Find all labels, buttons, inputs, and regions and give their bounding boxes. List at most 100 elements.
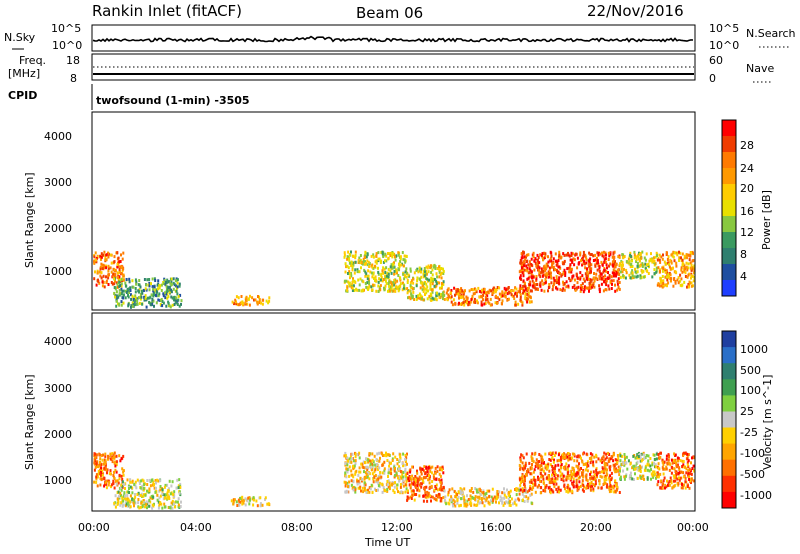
velocity-cell: [515, 487, 518, 491]
power-cell: [542, 269, 544, 273]
power-cell: [693, 275, 696, 279]
power-cell: [393, 287, 396, 291]
velocity-cell: [530, 455, 533, 459]
power-cell: [157, 287, 159, 291]
power-colorbar-segment: [722, 216, 736, 233]
velocity-cell: [255, 499, 258, 503]
velocity-cell: [692, 464, 695, 468]
velocity-cell: [130, 499, 133, 503]
velocity-cell: [131, 497, 134, 501]
power-cell: [548, 283, 551, 286]
power-cell: [170, 290, 173, 294]
velocity-cell: [519, 483, 522, 487]
power-cell: [113, 282, 116, 286]
power-cell: [609, 252, 612, 256]
power-cell: [629, 265, 632, 269]
velocity-cell: [623, 477, 626, 481]
velocity-cell: [519, 459, 522, 463]
power-cell: [374, 275, 377, 279]
power-cell: [434, 284, 437, 288]
velocity-cell: [491, 500, 494, 504]
power-cell: [160, 298, 162, 302]
power-cell: [525, 255, 527, 259]
power-cell: [130, 305, 132, 309]
velocity-cell: [536, 463, 539, 467]
power-cell: [392, 281, 395, 285]
velocity-cell: [105, 486, 108, 490]
power-cell: [372, 271, 375, 275]
power-cell: [125, 278, 128, 281]
power-cell: [399, 257, 402, 261]
velocity-cell: [252, 496, 255, 500]
velocity-cell: [244, 497, 247, 501]
velocity-cell: [546, 466, 549, 470]
power-cell: [170, 277, 173, 281]
velocity-cell: [582, 483, 585, 487]
power-cell: [353, 289, 356, 292]
power-cell: [666, 258, 669, 261]
power-cell: [563, 268, 566, 272]
velocity-cell: [356, 453, 359, 457]
velocity-cell: [122, 473, 125, 477]
velocity-cell: [456, 501, 459, 505]
velocity-cell: [375, 489, 378, 492]
power-cell: [558, 276, 561, 280]
power-cell: [380, 272, 383, 276]
power-cell: [622, 253, 625, 257]
power-cell: [605, 283, 608, 287]
velocity-cell: [548, 452, 551, 456]
power-cell: [521, 287, 523, 290]
power-cell: [664, 270, 667, 274]
velocity-cell: [553, 454, 556, 457]
velocity-cell: [470, 487, 473, 490]
power-cell: [354, 256, 357, 260]
power-cb-tick-28: 28: [740, 139, 754, 152]
power-cell: [122, 293, 125, 297]
power-cell: [131, 304, 134, 308]
velocity-cell: [595, 453, 598, 457]
velocity-cell: [517, 497, 520, 501]
power-cell: [165, 284, 168, 288]
velocity-cell: [609, 474, 612, 478]
power-cell: [612, 268, 615, 272]
power-cell: [352, 284, 355, 288]
power-cell: [364, 274, 367, 278]
velocity-cell: [573, 459, 576, 463]
power-cell: [363, 262, 366, 266]
velocity-cell: [148, 478, 151, 482]
velocity-cell: [373, 470, 376, 474]
velocity-cell: [665, 485, 668, 489]
velocity-cell: [406, 489, 409, 493]
power-cell: [348, 258, 351, 262]
power-cell: [257, 295, 259, 298]
power-cell: [361, 289, 364, 293]
power-cell: [508, 290, 511, 294]
power-cell: [617, 268, 619, 272]
velocity-cell: [474, 497, 477, 501]
power-cell: [510, 289, 513, 293]
power-cell: [176, 303, 179, 306]
power-cell: [96, 271, 99, 275]
velocity-cell: [686, 457, 689, 461]
power-cell: [420, 270, 422, 274]
power-cell: [370, 271, 373, 275]
power-cell: [676, 251, 679, 255]
velocity-cell: [689, 479, 692, 483]
velocity-cell: [690, 478, 693, 482]
velocity-cell: [549, 451, 552, 455]
power-cell: [442, 297, 444, 301]
velocity-cell: [599, 474, 602, 478]
power-cell: [352, 277, 354, 281]
power-cell: [393, 269, 396, 273]
power-cell: [599, 274, 602, 278]
power-cell: [527, 288, 530, 291]
power-cell: [526, 269, 529, 273]
power-cell: [400, 263, 403, 267]
velocity-cell: [383, 453, 386, 457]
power-cell: [385, 276, 388, 280]
velocity-cell: [354, 490, 357, 494]
power-cell: [577, 285, 580, 289]
power-cell: [534, 261, 537, 265]
velocity-cell: [125, 500, 128, 504]
power-cell: [375, 279, 378, 283]
